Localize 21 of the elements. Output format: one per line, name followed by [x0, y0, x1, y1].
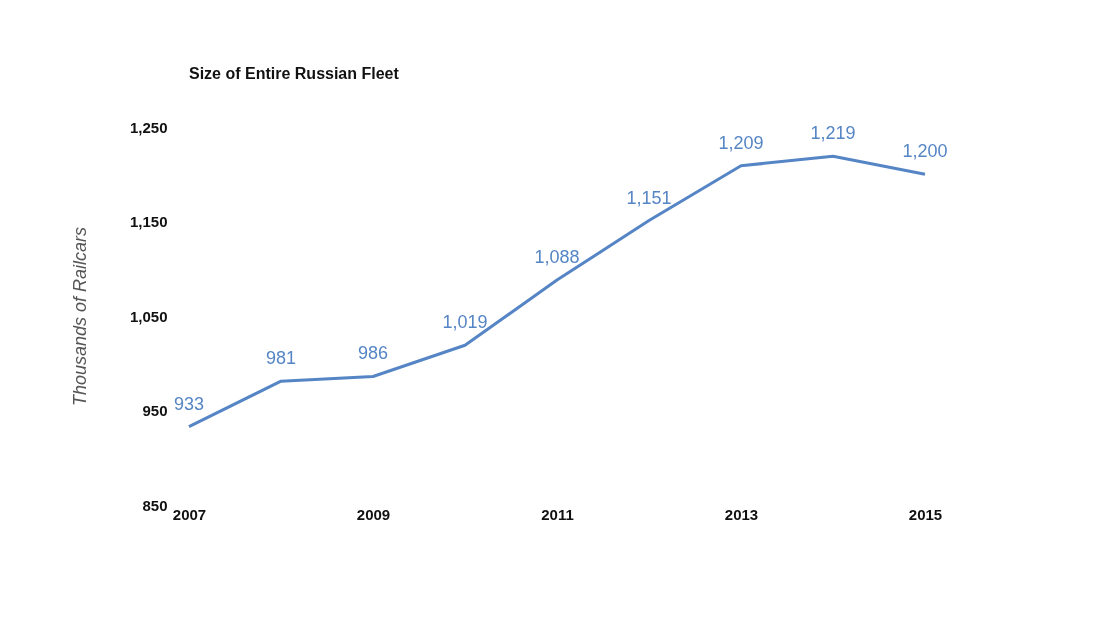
- y-tick-label: 1,050: [129, 307, 168, 325]
- y-tick-label: 1,250: [129, 118, 168, 136]
- data-label: 1,019: [442, 312, 488, 333]
- x-tick-label: 2013: [724, 505, 759, 523]
- y-tick-label: 1,150: [129, 213, 168, 230]
- y-tick-label: 950: [142, 402, 168, 419]
- chart-title: Size of Entire Russian Fleet: [189, 65, 400, 82]
- x-tick-label: 2011: [541, 505, 574, 523]
- x-tick-label: 2015: [908, 505, 943, 523]
- data-label: 981: [265, 348, 297, 369]
- y-axis-title: Thousands of Railcars: [69, 226, 90, 407]
- y-tick-label: 850: [142, 496, 168, 514]
- x-tick-label: 2009: [356, 505, 391, 523]
- data-label: 1,200: [902, 141, 948, 162]
- data-label: 1,151: [626, 187, 672, 208]
- data-label: 933: [173, 393, 205, 414]
- x-tick-label: 2007: [172, 505, 207, 523]
- data-label: 1,219: [810, 123, 856, 144]
- data-label: 1,209: [718, 132, 764, 153]
- data-label: 986: [357, 343, 389, 364]
- data-label: 1,088: [534, 247, 580, 268]
